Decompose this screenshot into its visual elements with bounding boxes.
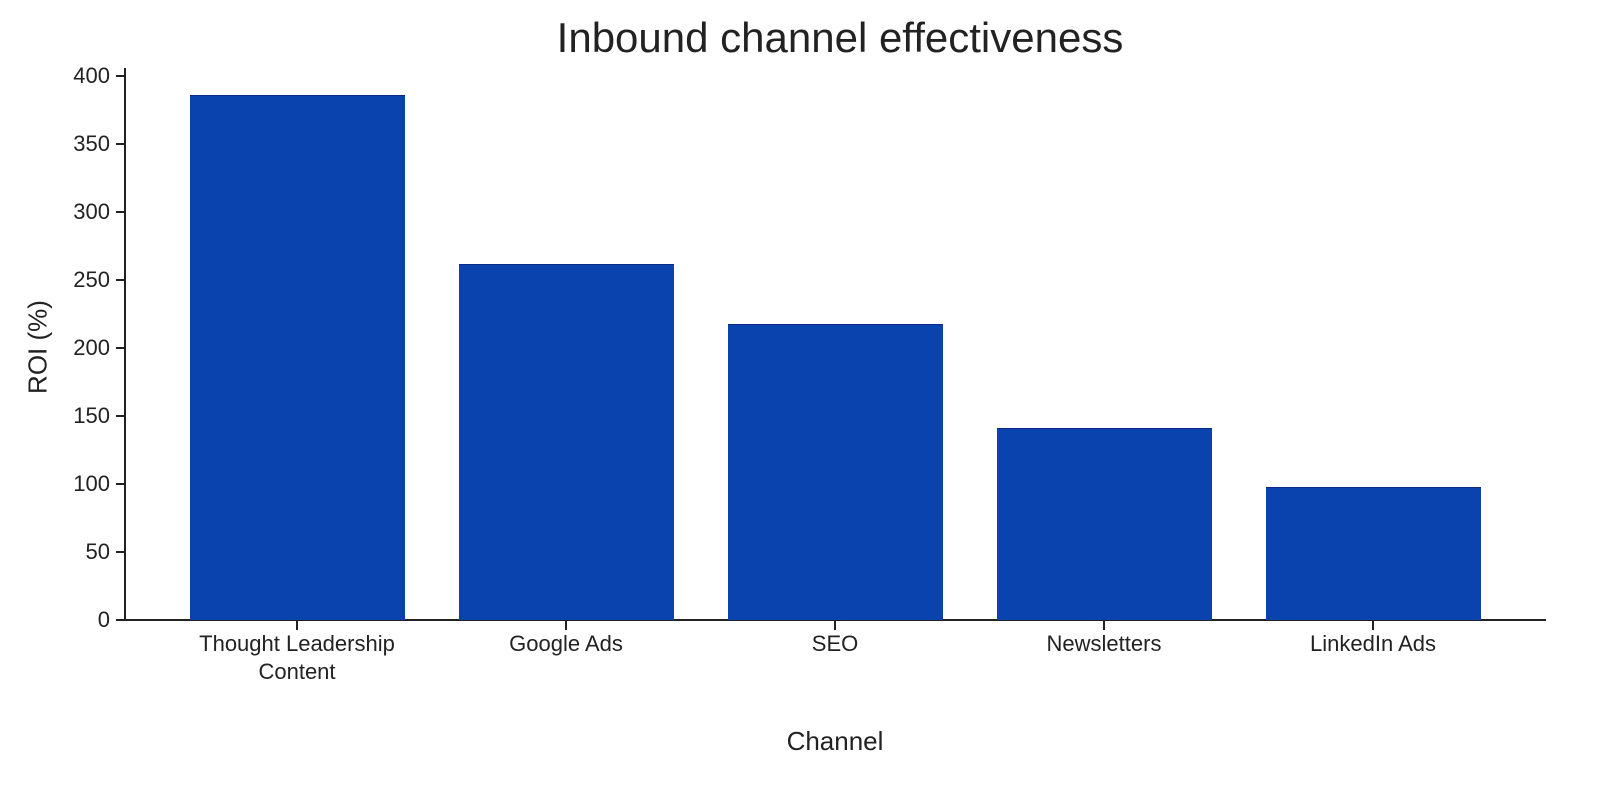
- y-tick-label: 150: [73, 403, 110, 428]
- x-axis-label: Channel: [786, 726, 884, 756]
- x-tick: [834, 621, 836, 630]
- y-tick: [116, 143, 125, 145]
- x-tick: [296, 621, 298, 630]
- chart-title: Inbound channel effectiveness: [556, 14, 1124, 61]
- y-tick-label: 250: [73, 267, 110, 292]
- bar[interactable]: [458, 263, 674, 620]
- x-tick: [1372, 621, 1374, 630]
- y-tick-label: 300: [73, 199, 110, 224]
- y-tick: [116, 551, 125, 553]
- x-tick-label: SEO: [811, 631, 859, 656]
- bar[interactable]: [727, 323, 943, 620]
- x-tick-label: Thought Leadership Content: [199, 631, 395, 684]
- y-tick: [116, 619, 125, 621]
- x-tick-label: Google Ads: [509, 631, 623, 656]
- x-tick-label: LinkedIn Ads: [1310, 631, 1436, 656]
- bar[interactable]: [996, 428, 1212, 620]
- x-axis-line: [124, 619, 1546, 621]
- bar[interactable]: [1265, 486, 1481, 620]
- y-tick-label: 0: [97, 607, 110, 632]
- y-tick-label: 200: [73, 335, 110, 360]
- y-tick-label: 100: [73, 471, 110, 496]
- x-tick-label: Newsletters: [1046, 631, 1162, 656]
- y-tick: [116, 347, 125, 349]
- x-tick: [1103, 621, 1105, 630]
- x-tick: [565, 621, 567, 630]
- y-axis-line: [124, 68, 126, 621]
- y-tick: [116, 75, 125, 77]
- y-tick-label: 400: [73, 63, 110, 88]
- bar[interactable]: [189, 95, 405, 620]
- y-tick: [116, 211, 125, 213]
- y-tick: [116, 415, 125, 417]
- y-axis-label: ROI (%): [22, 300, 53, 394]
- y-tick-label: 350: [73, 131, 110, 156]
- y-tick: [116, 483, 125, 485]
- y-tick-label: 50: [85, 539, 110, 564]
- y-tick: [116, 279, 125, 281]
